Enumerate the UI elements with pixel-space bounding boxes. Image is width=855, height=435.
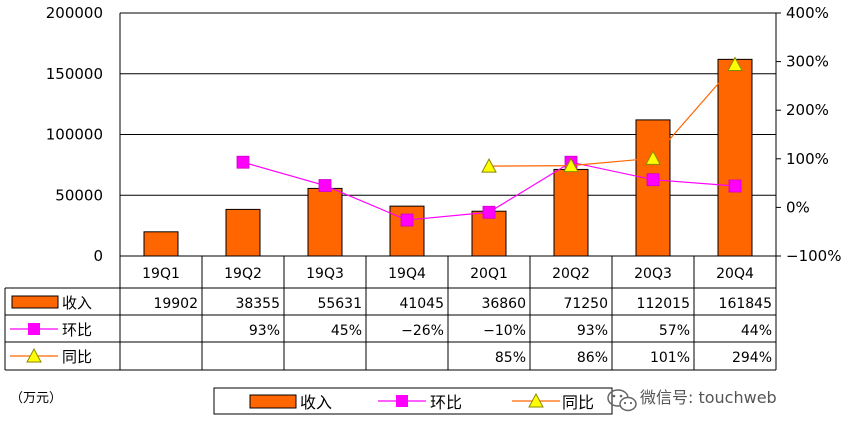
table-cell: 161845 (719, 296, 772, 312)
table-cell: 71250 (563, 296, 608, 312)
table-cell: 44% (741, 323, 772, 339)
table-cell: 294% (732, 350, 772, 366)
qoq-marker (646, 173, 660, 187)
revenue-bar (635, 119, 671, 257)
revenue-bar (143, 231, 179, 257)
y-left-tick-label: 0 (93, 247, 103, 265)
x-tick-label: 20Q1 (470, 266, 508, 282)
revenue-bar (225, 208, 261, 257)
yoy-line (488, 64, 736, 167)
gridlines (120, 12, 776, 257)
table-key-qoq-marker (28, 323, 40, 335)
y-right-tick-label: 0% (786, 198, 810, 216)
table-row-label: 环比 (62, 321, 92, 339)
y-right-tick-label: −100% (786, 247, 841, 265)
table-cell: −26% (401, 323, 444, 339)
qoq-marker (728, 179, 742, 193)
legend: 收入 环比 同比 (213, 387, 613, 415)
table-cell: 86% (577, 350, 608, 366)
yoy-marker (481, 158, 497, 173)
y-right-tick-label: 400% (786, 4, 829, 22)
x-tick-label: 19Q3 (306, 266, 344, 282)
table-cell: 38355 (235, 296, 280, 312)
data-table: 19Q1 19Q2 19Q3 19Q4 20Q1 20Q2 20Q3 20Q4 收入 19902 3… (4, 256, 777, 371)
x-tick-label: 20Q2 (552, 266, 590, 282)
y-left-tick-label: 50000 (55, 186, 103, 204)
yoy-marker (563, 157, 579, 173)
y-right-tick-label: 200% (786, 101, 829, 119)
yoy-marker (645, 150, 661, 165)
yoy-marker (727, 56, 743, 72)
table-cell: 57% (659, 323, 690, 339)
x-tick-label: 19Q4 (388, 266, 426, 282)
legend-key-qoq-marker (396, 395, 408, 407)
qoq-marker (236, 155, 250, 169)
table-cell: 55631 (317, 296, 362, 312)
watermark: 微信号: touchweb (607, 388, 777, 412)
table-row-label: 同比 (62, 348, 92, 366)
y-right-tick-label: 300% (786, 53, 829, 71)
table-key-yoy-marker (26, 347, 42, 363)
table-cell: 41045 (399, 296, 444, 312)
revenue-bar (389, 205, 425, 257)
table-cell: 112015 (637, 296, 690, 312)
x-tick-label: 20Q3 (634, 266, 672, 282)
revenue-bar (471, 210, 507, 257)
ratio-lines (236, 56, 743, 227)
legend-key-revenue (249, 394, 297, 409)
legend-label-yoy: 同比 (562, 393, 594, 412)
y-left-tick-label: 150000 (46, 65, 103, 83)
table-cell: 101% (650, 350, 690, 366)
table-cell: 19902 (153, 296, 198, 312)
table-cell: 45% (331, 323, 362, 339)
y-right-tick-label: 100% (786, 150, 829, 168)
revenue-bar (717, 58, 753, 257)
y-left-tick-label: 100000 (46, 126, 103, 144)
revenue-bar (307, 187, 343, 257)
qoq-marker (318, 179, 332, 192)
table-cell: 36860 (481, 296, 526, 312)
qoq-marker (482, 205, 496, 219)
x-tick-label: 19Q2 (224, 266, 262, 282)
x-tick-label: 20Q4 (716, 266, 754, 282)
unit-label: （万元） (10, 391, 62, 406)
table-key-revenue (11, 295, 59, 309)
legend-label-revenue: 收入 (300, 393, 332, 412)
wechat-icon (607, 389, 637, 412)
table-cell: 93% (249, 323, 280, 339)
qoq-marker (400, 213, 414, 227)
table-cell: 93% (577, 323, 608, 339)
x-tick-label: 19Q1 (142, 266, 180, 282)
legend-label-qoq: 环比 (430, 393, 462, 412)
legend-key-yoy-marker (528, 392, 544, 408)
revenue-bars (143, 58, 753, 257)
revenue-bar (553, 168, 589, 257)
table-cell: 85% (495, 350, 526, 366)
watermark-text: 微信号: touchweb (640, 388, 777, 407)
table-row-label: 收入 (62, 294, 92, 312)
table-cell: −10% (483, 323, 526, 339)
y-left-tick-label: 200000 (46, 4, 103, 22)
